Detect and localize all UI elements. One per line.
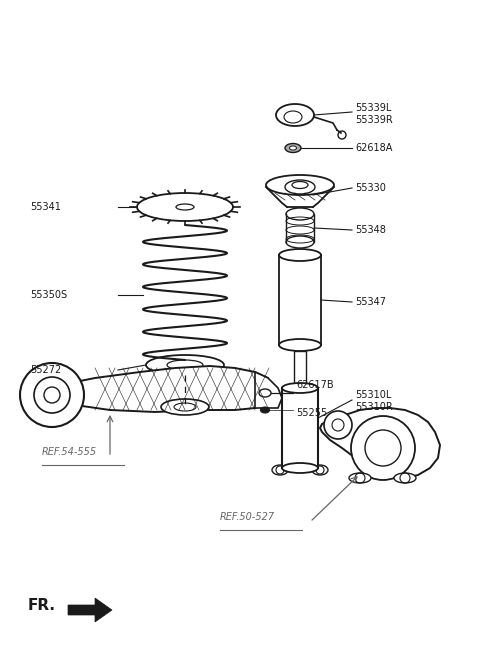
Text: 55272: 55272 [30,365,61,375]
Ellipse shape [349,473,371,483]
Circle shape [20,363,84,427]
Text: REF.54-555: REF.54-555 [42,447,97,457]
Ellipse shape [289,146,297,150]
Polygon shape [255,372,282,408]
Polygon shape [320,408,440,478]
Text: 55310L: 55310L [355,390,391,400]
Ellipse shape [146,355,224,375]
Text: 55339L: 55339L [355,103,391,113]
Text: 55350S: 55350S [30,290,67,300]
Ellipse shape [279,249,321,261]
Ellipse shape [279,339,321,351]
Circle shape [338,131,346,139]
Ellipse shape [394,473,416,483]
Ellipse shape [282,383,318,393]
Text: 55339R: 55339R [355,115,393,125]
Text: 55341: 55341 [30,202,61,212]
Ellipse shape [261,407,269,413]
Text: 62618A: 62618A [355,143,392,153]
Ellipse shape [286,236,314,248]
Text: 55330: 55330 [355,183,386,193]
Ellipse shape [285,143,301,153]
Bar [279,255,321,345]
Bar [294,351,306,388]
Text: REF.50-527: REF.50-527 [220,512,275,522]
Ellipse shape [137,193,233,221]
Circle shape [34,377,70,413]
Circle shape [351,416,415,480]
Polygon shape [68,598,112,622]
Ellipse shape [312,465,328,475]
Ellipse shape [282,463,318,473]
Ellipse shape [285,180,315,194]
Ellipse shape [286,208,314,220]
Text: 55347: 55347 [355,297,386,307]
Bar [282,388,318,468]
Text: FR.: FR. [28,598,56,613]
Ellipse shape [161,399,209,415]
Circle shape [324,411,352,439]
Text: 62617B: 62617B [296,380,334,390]
Text: 55310R: 55310R [355,402,393,412]
Text: 55348: 55348 [355,225,386,235]
Ellipse shape [276,104,314,126]
Ellipse shape [272,465,288,475]
Text: 55255: 55255 [296,408,327,418]
Polygon shape [32,366,272,412]
Ellipse shape [266,175,334,195]
